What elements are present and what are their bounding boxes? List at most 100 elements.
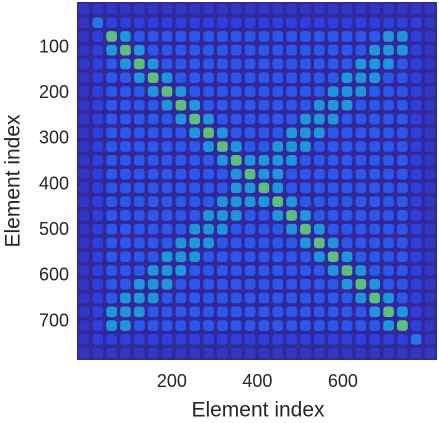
heatmap-cell	[203, 237, 214, 249]
heatmap-cell	[300, 3, 311, 15]
heatmap-cell	[286, 334, 297, 345]
heatmap-cell	[286, 320, 297, 331]
heatmap-cell	[383, 292, 394, 304]
heatmap-cell	[78, 237, 90, 249]
heatmap-cell	[258, 113, 270, 125]
heatmap-cell	[230, 44, 242, 56]
heatmap-cell	[410, 44, 422, 56]
heatmap-cell	[244, 347, 256, 359]
heatmap-cell	[217, 251, 228, 263]
heatmap-cell	[410, 3, 422, 15]
heatmap-cell	[383, 44, 394, 56]
heatmap-cell	[383, 182, 394, 194]
heatmap-cell	[175, 334, 187, 345]
heatmap-cell	[397, 334, 408, 345]
heatmap-cell	[410, 278, 422, 290]
heatmap-cell	[300, 72, 311, 84]
heatmap-cell	[258, 3, 270, 15]
heatmap-cell	[424, 99, 436, 111]
heatmap-cell	[217, 223, 228, 235]
heatmap-cell	[327, 320, 339, 331]
heatmap-cell	[217, 155, 228, 166]
heatmap-cell	[341, 99, 353, 111]
heatmap-cell	[313, 265, 325, 276]
heatmap-cell	[106, 155, 117, 166]
heatmap-cell	[92, 31, 104, 42]
heatmap-cell	[147, 306, 159, 318]
heatmap-cell	[92, 113, 104, 125]
heatmap-cell	[161, 237, 173, 249]
heatmap-cell	[286, 223, 297, 235]
heatmap-cell	[410, 127, 422, 139]
heatmap-cell	[424, 141, 436, 152]
heatmap-cell	[272, 113, 284, 125]
heatmap-cell	[327, 196, 339, 207]
heatmap-cell	[175, 196, 187, 207]
heatmap-cell	[327, 347, 339, 359]
heatmap-cell	[78, 306, 90, 318]
heatmap-cell	[410, 251, 422, 263]
heatmap-cell	[203, 334, 214, 345]
heatmap-cell	[286, 251, 297, 263]
heatmap-cell	[106, 320, 117, 331]
heatmap-cell	[397, 210, 408, 221]
heatmap-cell	[203, 72, 214, 84]
heatmap-cell	[92, 58, 104, 70]
heatmap-cell	[397, 86, 408, 97]
heatmap-cell	[410, 168, 422, 180]
heatmap-cell	[300, 320, 311, 331]
heatmap-cell	[217, 86, 228, 97]
heatmap-cell	[133, 251, 145, 263]
heatmap-cell	[175, 127, 187, 139]
heatmap-cell	[341, 292, 353, 304]
heatmap-cell	[92, 3, 104, 15]
heatmap-cell	[410, 292, 422, 304]
heatmap-cell	[424, 334, 436, 345]
axes: 200 400 600 100 200 300 400 500 600 700	[39, 36, 358, 390]
y-tick-label: 300	[39, 128, 69, 148]
heatmap-cell	[369, 113, 381, 125]
heatmap-cell	[410, 86, 422, 97]
heatmap-cell	[175, 3, 187, 15]
x-axis-label: Element index	[191, 399, 325, 422]
heatmap-cell	[313, 223, 325, 235]
heatmap-cell	[327, 223, 339, 235]
heatmap-cell	[424, 251, 436, 263]
heatmap-cell	[369, 141, 381, 152]
heatmap-cell	[217, 306, 228, 318]
heatmap-cell	[161, 251, 173, 263]
heatmap-cell	[203, 31, 214, 42]
heatmap-cell	[327, 278, 339, 290]
heatmap-cell	[300, 334, 311, 345]
heatmap-cell	[313, 99, 325, 111]
heatmap-cell	[175, 72, 187, 84]
heatmap-cell	[133, 182, 145, 194]
heatmap-cell	[203, 210, 214, 221]
heatmap-cell	[92, 155, 104, 166]
heatmap-cell	[272, 99, 284, 111]
heatmap-cell	[120, 58, 131, 70]
heatmap-cell	[383, 237, 394, 249]
heatmap-cell	[397, 306, 408, 318]
heatmap-cell	[106, 196, 117, 207]
heatmap-cell	[244, 251, 256, 263]
heatmap-cell	[244, 168, 256, 180]
heatmap-cell	[189, 237, 201, 249]
heatmap-cell	[410, 306, 422, 318]
heatmap-cell	[92, 251, 104, 263]
heatmap-cell	[189, 196, 201, 207]
heatmap-cell	[341, 3, 353, 15]
heatmap-cell	[383, 320, 394, 331]
heatmap-cell	[133, 334, 145, 345]
heatmap-cell	[369, 99, 381, 111]
heatmap-cell	[355, 127, 367, 139]
heatmap-cell	[189, 210, 201, 221]
heatmap-cell	[78, 17, 90, 28]
heatmap-cell	[300, 278, 311, 290]
heatmap-cell	[189, 113, 201, 125]
heatmap-cell	[147, 113, 159, 125]
heatmap-cell	[369, 86, 381, 97]
heatmap-cell	[258, 141, 270, 152]
heatmap-cell	[410, 58, 422, 70]
heatmap-cell	[92, 141, 104, 152]
